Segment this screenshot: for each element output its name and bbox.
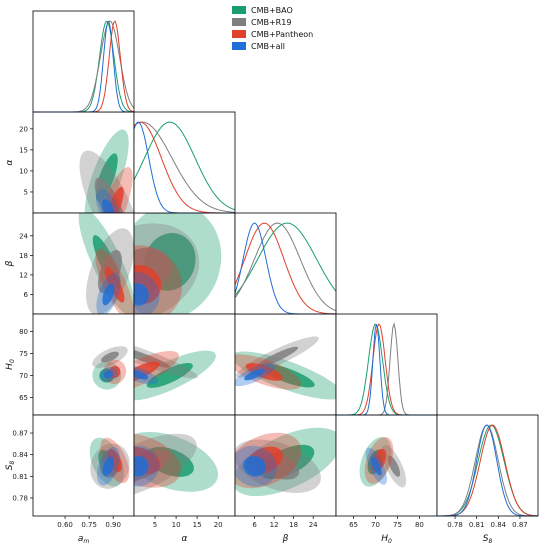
legend-swatch <box>232 42 246 50</box>
legend-label: CMB+BAO <box>251 6 293 15</box>
y-tick-label: 75 <box>19 350 28 358</box>
contour-68-cmb-all <box>134 456 149 477</box>
x-tick-label: 75 <box>393 521 402 529</box>
contour-68-cmb-all <box>371 456 382 476</box>
contour-68-cmb-pantheon <box>107 449 123 472</box>
y-tick-label: 12 <box>19 271 28 279</box>
x-tick-label: 0.78 <box>447 521 463 529</box>
x-axis-label-am: am <box>78 534 90 545</box>
contour-68-cmb-all <box>134 369 149 380</box>
panel-alpha-S8 <box>133 414 236 517</box>
contour-68-cmb-r19 <box>256 346 299 368</box>
panel-beta-H0 <box>234 313 337 416</box>
y-axis-label-H0: H0 <box>5 359 16 370</box>
panel-am-alpha <box>32 111 135 214</box>
x-tick-label: 15 <box>193 521 202 529</box>
x-tick-label: 0.81 <box>469 521 485 529</box>
marginal-H0 <box>335 313 438 416</box>
contour-68-cmb-all <box>134 283 149 306</box>
marginal-S8 <box>436 414 539 517</box>
x-axis-label-S8: S8 <box>483 534 493 545</box>
contour-68-cmb-all <box>103 370 113 379</box>
panel-beta-S8 <box>234 414 337 517</box>
y-tick-label: 0.87 <box>12 430 28 438</box>
contour-68-cmb-r19 <box>101 351 119 363</box>
legend-label: CMB+Pantheon <box>251 30 313 39</box>
x-tick-label: 0.84 <box>491 521 507 529</box>
marginal-curve-cmb-pantheon <box>234 222 336 315</box>
x-tick-label: 12 <box>270 521 279 529</box>
contour-68-cmb-r19 <box>387 455 401 477</box>
x-tick-label: 6 <box>252 521 257 529</box>
marginal-curve-cmb-bao <box>133 121 236 211</box>
y-tick-label: 0.78 <box>12 494 28 502</box>
contour-68-cmb-all <box>102 199 115 213</box>
marginal-am <box>32 10 135 113</box>
x-tick-label: 70 <box>371 521 380 529</box>
y-tick-label: 0.81 <box>12 473 28 481</box>
panel-H0-S8 <box>335 414 438 517</box>
x-tick-label: 20 <box>214 521 223 529</box>
contour-68-cmb-all <box>102 283 115 306</box>
y-axis-label-alpha: α <box>5 159 15 165</box>
legend-swatch <box>232 18 246 26</box>
x-tick-label: 0.90 <box>105 521 121 529</box>
marginal-beta <box>234 212 337 315</box>
x-tick-label: 0.75 <box>81 521 97 529</box>
legend: CMB+BAO CMB+R19 CMB+Pantheon CMB+all <box>232 6 313 51</box>
x-tick-label: 0.87 <box>512 521 528 529</box>
y-tick-label: 65 <box>19 394 28 402</box>
marginal-alpha <box>133 111 236 214</box>
marginal-curve-cmb-r19 <box>234 222 337 312</box>
legend-label: CMB+R19 <box>251 18 291 27</box>
contour-68-cmb-all <box>102 456 115 476</box>
x-axis-label-H0: H0 <box>381 534 392 545</box>
y-tick-label: 5 <box>24 188 28 196</box>
y-tick-label: 70 <box>19 372 28 380</box>
x-axis-label-alpha: α <box>182 534 188 544</box>
y-tick-label: 10 <box>19 167 28 175</box>
x-axis-label-beta: β <box>282 534 289 544</box>
y-tick-label: 80 <box>19 328 28 336</box>
panel-alpha-H0 <box>133 313 236 416</box>
legend-label: CMB+all <box>251 42 285 51</box>
y-axis-label-beta: β <box>5 260 15 267</box>
y-tick-label: 20 <box>19 125 28 133</box>
panel-am-beta <box>32 212 135 315</box>
x-tick-label: 0.60 <box>57 521 73 529</box>
panel-am-H0 <box>32 313 135 416</box>
contour-68-cmb-bao <box>146 363 193 388</box>
y-tick-label: 0.84 <box>12 451 28 459</box>
x-tick-label: 5 <box>153 521 157 529</box>
x-tick-label: 24 <box>309 521 318 529</box>
contour-68-cmb-all <box>243 455 266 477</box>
y-tick-label: 15 <box>19 146 28 154</box>
contour-68-cmb-pantheon <box>245 363 283 381</box>
legend-swatch <box>232 6 246 14</box>
x-tick-label: 80 <box>415 521 424 529</box>
x-tick-label: 18 <box>289 521 298 529</box>
legend-swatch <box>232 30 246 38</box>
contour-68-cmb-all <box>244 368 265 381</box>
x-tick-label: 10 <box>172 521 181 529</box>
contour-68-cmb-pantheon <box>105 266 125 303</box>
marginal-curve-cmb-bao <box>234 222 337 296</box>
y-tick-label: 18 <box>19 252 28 260</box>
y-tick-label: 6 <box>24 291 29 299</box>
marginal-curve-cmb-r19 <box>133 121 235 213</box>
y-tick-label: 24 <box>19 232 28 240</box>
panel-alpha-beta <box>133 212 236 315</box>
contour-68-cmb-pantheon <box>105 186 124 213</box>
y-axis-label-S8: S8 <box>5 461 16 471</box>
x-tick-label: 65 <box>349 521 358 529</box>
panel-am-S8 <box>32 414 135 517</box>
